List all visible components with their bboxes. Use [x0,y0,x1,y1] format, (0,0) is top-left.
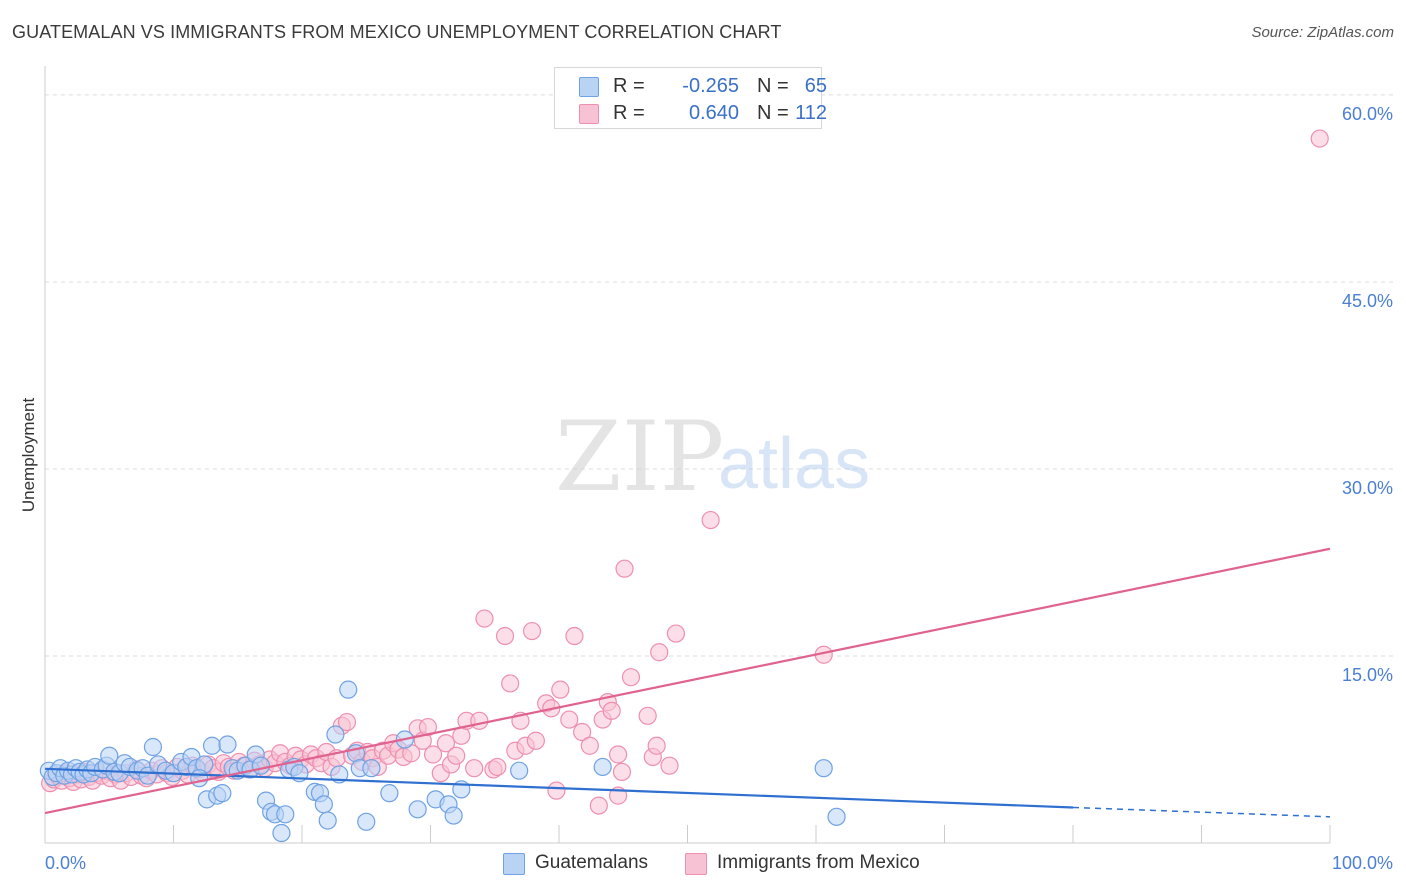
data-point-mexico [602,701,621,720]
data-point-guatemalan [190,769,209,788]
data-point-guatemalan [218,735,237,754]
legend-n-value: 65 [804,75,827,97]
y-tick-label: 30.0% [1342,478,1393,498]
legend-r-value: -0.265 [682,75,739,97]
data-point-mexico [650,643,669,662]
x-tick-label-min: 0.0% [45,853,86,873]
legend-n-label: N = [757,102,789,124]
data-point-mexico [465,759,484,778]
correlation-legend: R = -0.265 N = 65 R = 0.640 N = 112 [554,67,827,129]
data-point-guatemalan [339,680,358,699]
trend-lines [44,547,1331,818]
data-point-mexico [447,746,466,765]
data-point-guatemalan [251,756,270,775]
data-point-mexico [526,731,545,750]
data-point-guatemalan [318,811,337,830]
data-point-guatemalan [408,800,427,819]
data-point-guatemalan [444,806,463,825]
data-point-guatemalan [510,761,529,780]
y-tick-label: 15.0% [1342,665,1393,685]
data-point-guatemalan [827,807,846,826]
data-point-guatemalan [380,784,399,803]
data-point-mexico [701,510,720,530]
legend-n-value: 112 [795,102,827,124]
data-point-guatemalan [276,805,295,824]
y-tick-labels: 15.0% 30.0% 45.0% 60.0% [1342,104,1393,685]
data-point-mexico [666,624,686,643]
data-point-mexico [423,745,443,764]
y-axis-label: Unemployment [19,398,38,513]
data-point-guatemalan [357,812,376,831]
data-point-guatemalan [814,759,833,778]
watermark-zip: ZIP [555,401,724,513]
legend-r-label: R = [613,75,645,97]
bottom-legend-label: Immigrants from Mexico [717,852,920,873]
data-point-guatemalan [143,737,163,757]
bottom-legend-label: Guatemalans [535,852,649,873]
y-tick-label: 60.0% [1342,104,1393,124]
data-point-guatemalan [326,725,345,744]
data-point-mexico [621,668,641,687]
x-tick-labels: 0.0% 100.0% [45,853,1393,873]
legend-r-label: R = [613,102,645,124]
data-point-mexico [612,762,632,782]
data-point-mexico [470,711,489,730]
data-point-mexico [436,734,456,753]
chart-title: GUATEMALAN VS IMMIGRANTS FROM MEXICO UNE… [12,22,782,42]
data-point-mexico [1310,129,1329,148]
bottom-legend-swatch-pink [685,853,707,875]
bottom-legend-swatch-blue [503,853,525,875]
data-point-mexico [337,712,357,732]
data-point-mexico [560,710,579,729]
data-point-mexico [589,796,608,815]
data-point-mexico [615,559,634,578]
legend-n-label: N = [757,75,789,97]
source-label: Source: ZipAtlas.com [1251,24,1394,41]
legend-swatch-blue [579,77,599,97]
data-point-mexico [573,722,592,742]
data-point-mexico [488,757,507,777]
data-point-mexico [522,621,542,641]
axes [44,66,1331,844]
data-point-mexico [551,680,570,699]
data-point-mexico [647,736,666,755]
data-point-guatemalan [362,759,381,778]
data-point-mexico [660,756,679,775]
trend-line-guatemalans-extension [1072,806,1331,818]
data-point-guatemalan [202,736,222,755]
data-point-guatemalan [314,795,333,814]
data-point-guatemalan [213,784,232,803]
data-point-mexico [580,736,599,755]
data-point-mexico [495,626,515,646]
grid-lines [45,94,1393,657]
data-point-mexico [547,781,566,800]
data-point-mexico [565,626,584,646]
data-point-mexico [418,717,438,737]
data-point-mexico [501,674,520,693]
data-point-guatemalan [100,746,119,765]
data-point-mexico [475,609,494,628]
watermark-atlas: atlas [718,424,870,504]
trend-line-mexico [44,547,1331,815]
trend-line-guatemalans [44,767,1074,809]
legend-swatch-pink [579,104,599,124]
data-point-guatemalan [593,757,612,777]
x-tick-label-max: 100.0% [1332,853,1393,873]
data-point-mexico [609,745,628,764]
data-point-guatemalan [272,823,291,843]
y-tick-label: 45.0% [1342,291,1393,311]
data-point-mexico [638,706,657,725]
legend-r-value: 0.640 [688,102,739,124]
